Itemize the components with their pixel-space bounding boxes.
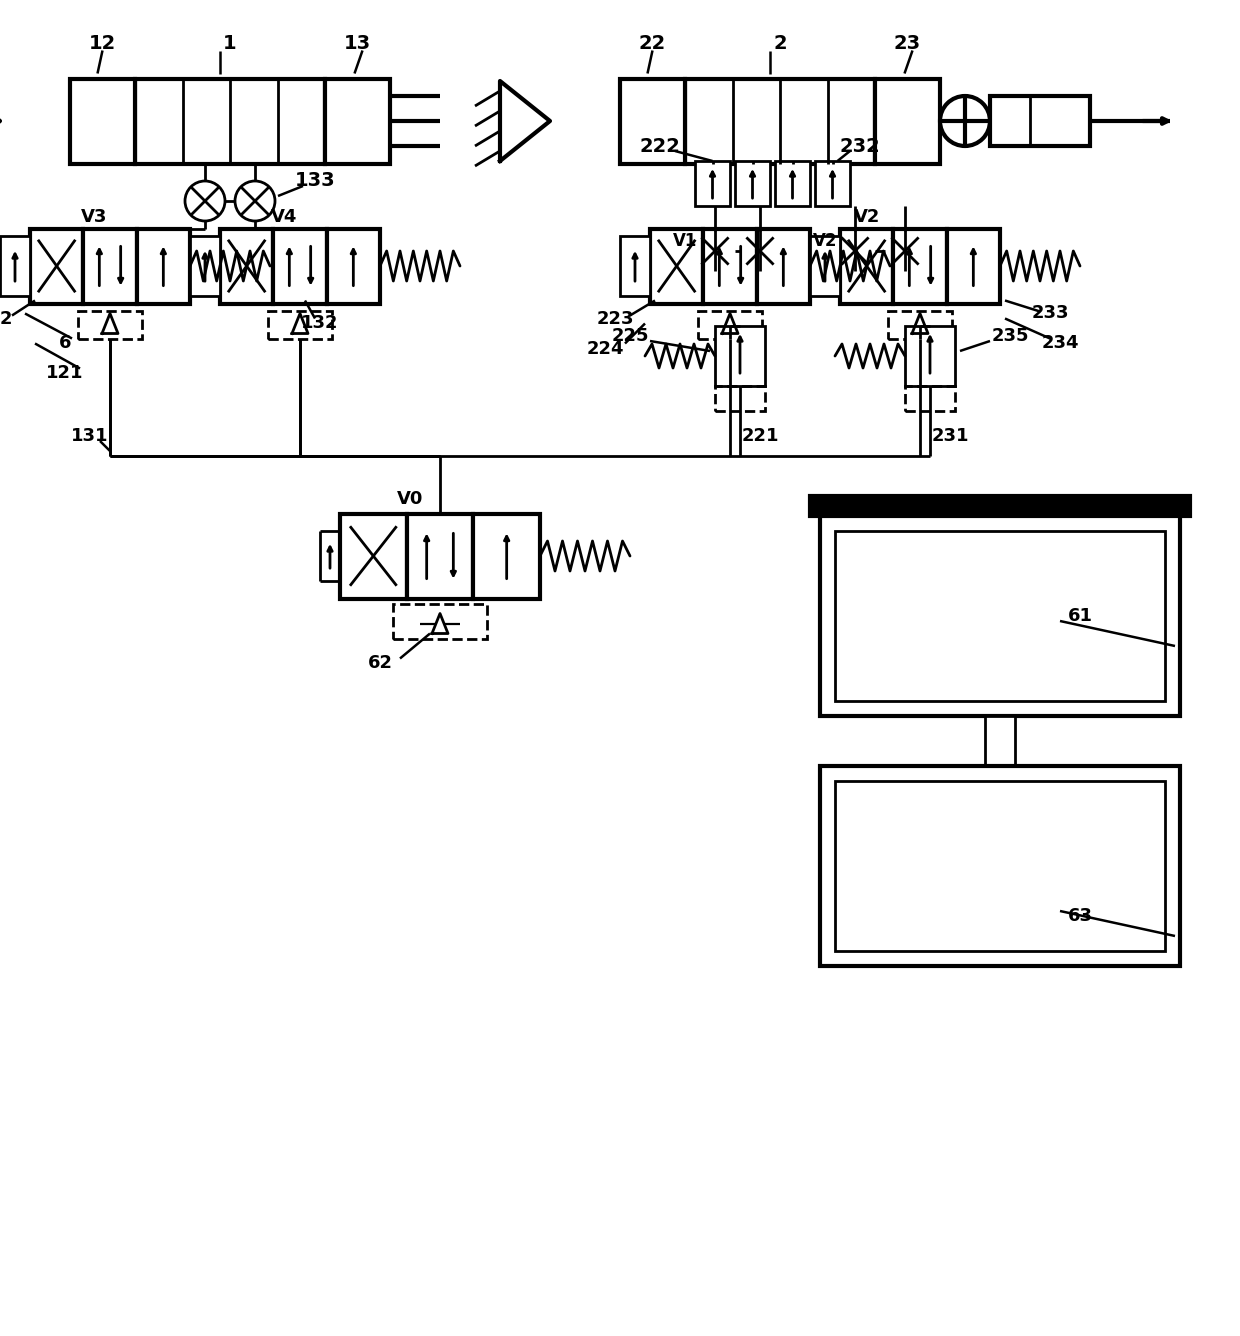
Bar [698, 310, 763, 338]
Text: V4: V4 [270, 207, 298, 226]
Bar [684, 79, 875, 163]
Bar [268, 310, 332, 338]
Bar [620, 79, 684, 163]
Text: 22: 22 [639, 33, 666, 53]
Bar [703, 228, 756, 303]
Bar [990, 96, 1090, 146]
Bar [474, 513, 539, 599]
Circle shape [185, 180, 224, 220]
Text: V2: V2 [812, 232, 837, 250]
Bar [135, 79, 325, 163]
Text: 63: 63 [1068, 907, 1092, 925]
Text: 221: 221 [742, 428, 779, 445]
Bar [715, 386, 765, 411]
Text: 234: 234 [1042, 334, 1079, 353]
Bar [325, 79, 391, 163]
Bar [820, 766, 1180, 966]
Bar [835, 782, 1166, 951]
Bar [78, 310, 143, 338]
Text: 232: 232 [839, 136, 880, 155]
Bar [0, 236, 30, 297]
Text: 2: 2 [774, 33, 787, 53]
Bar [946, 228, 999, 303]
Text: 231: 231 [931, 428, 968, 445]
Bar [620, 236, 650, 297]
Bar [136, 228, 190, 303]
Bar [815, 162, 849, 206]
Bar [407, 513, 474, 599]
Text: 13: 13 [343, 33, 371, 53]
Bar [715, 326, 765, 386]
Circle shape [835, 231, 875, 271]
Text: 62: 62 [367, 655, 393, 672]
Text: 1: 1 [223, 33, 237, 53]
Text: V0: V0 [397, 489, 423, 508]
Text: V1: V1 [673, 232, 697, 250]
Bar [835, 530, 1166, 701]
Bar [810, 496, 1190, 516]
Bar [905, 326, 955, 386]
Text: 225: 225 [611, 327, 649, 345]
Bar [839, 228, 893, 303]
Text: 6: 6 [58, 334, 71, 353]
Bar [810, 236, 839, 297]
Bar [326, 228, 379, 303]
Bar [694, 162, 730, 206]
Text: 61: 61 [1068, 607, 1092, 625]
Bar [273, 228, 326, 303]
Bar [83, 228, 136, 303]
Text: 224: 224 [587, 339, 624, 358]
Bar [985, 716, 1016, 766]
Text: 23: 23 [894, 33, 921, 53]
Bar [735, 162, 770, 206]
Text: 132: 132 [301, 314, 339, 333]
Bar [650, 228, 703, 303]
Text: V2: V2 [853, 207, 880, 226]
Circle shape [236, 180, 275, 220]
Bar [820, 516, 1180, 716]
Text: 133: 133 [295, 171, 335, 191]
Bar [219, 228, 273, 303]
Circle shape [885, 231, 925, 271]
Text: 131: 131 [71, 428, 109, 445]
Bar [775, 162, 810, 206]
Bar [393, 604, 486, 639]
Bar [69, 79, 135, 163]
Text: 121: 121 [46, 365, 84, 382]
Bar [893, 228, 946, 303]
Bar [888, 310, 952, 338]
Text: 122: 122 [0, 310, 14, 327]
Circle shape [740, 231, 780, 271]
Text: 235: 235 [991, 327, 1029, 345]
Bar [190, 236, 219, 297]
Bar [905, 386, 955, 411]
Text: 222: 222 [640, 136, 681, 155]
Bar [30, 228, 83, 303]
Text: V3: V3 [81, 207, 107, 226]
Text: 233: 233 [1032, 305, 1069, 322]
Circle shape [694, 231, 735, 271]
Text: 223: 223 [596, 310, 634, 327]
Bar [340, 513, 407, 599]
Bar [756, 228, 810, 303]
Circle shape [940, 96, 990, 146]
Bar [875, 79, 940, 163]
Text: 12: 12 [89, 33, 117, 53]
